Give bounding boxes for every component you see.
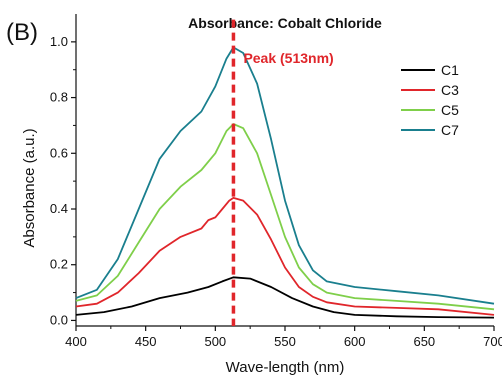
chart-title: Absorbance: Cobalt Chloride	[188, 15, 382, 31]
legend-label-c5: C5	[441, 102, 459, 118]
x-tick-label: 400	[65, 334, 87, 349]
legend-label-c3: C3	[441, 82, 459, 98]
y-tick-label: 0.6	[50, 145, 68, 160]
y-tick-label: 0.8	[50, 90, 68, 105]
x-tick-label: 500	[204, 334, 226, 349]
x-axis-label: Wave-length (nm)	[226, 359, 345, 376]
series-line-c1	[75, 276, 495, 319]
series-line-c7	[75, 46, 495, 305]
y-axis-label: Absorbance (a.u.)	[21, 128, 38, 247]
peak-label: Peak (513nm)	[243, 50, 333, 66]
plot-area: 400 450 500 550 600 650 700 0.0 0.2 0.4 0.6 0.8 1.0 P…	[50, 14, 502, 349]
legend-label-c1: C1	[441, 62, 459, 78]
y-tick-label: 0.2	[50, 257, 68, 272]
x-tick-label: 550	[274, 334, 296, 349]
series-line-c3	[75, 197, 495, 316]
y-tick-label: 1.0	[50, 34, 68, 49]
x-tick-label: 600	[344, 334, 366, 349]
series-line-c5	[75, 123, 495, 311]
x-tick-label: 700	[483, 334, 502, 349]
legend: C1 C3 C5 C7	[392, 57, 488, 143]
y-tick-label: 0.0	[50, 312, 68, 327]
y-tick-label: 0.4	[50, 201, 68, 216]
x-tick-label: 650	[413, 334, 435, 349]
legend-box	[392, 57, 488, 143]
legend-label-c7: C7	[441, 122, 459, 138]
x-tick-label: 450	[135, 334, 157, 349]
panel-label: (B)	[6, 19, 38, 46]
